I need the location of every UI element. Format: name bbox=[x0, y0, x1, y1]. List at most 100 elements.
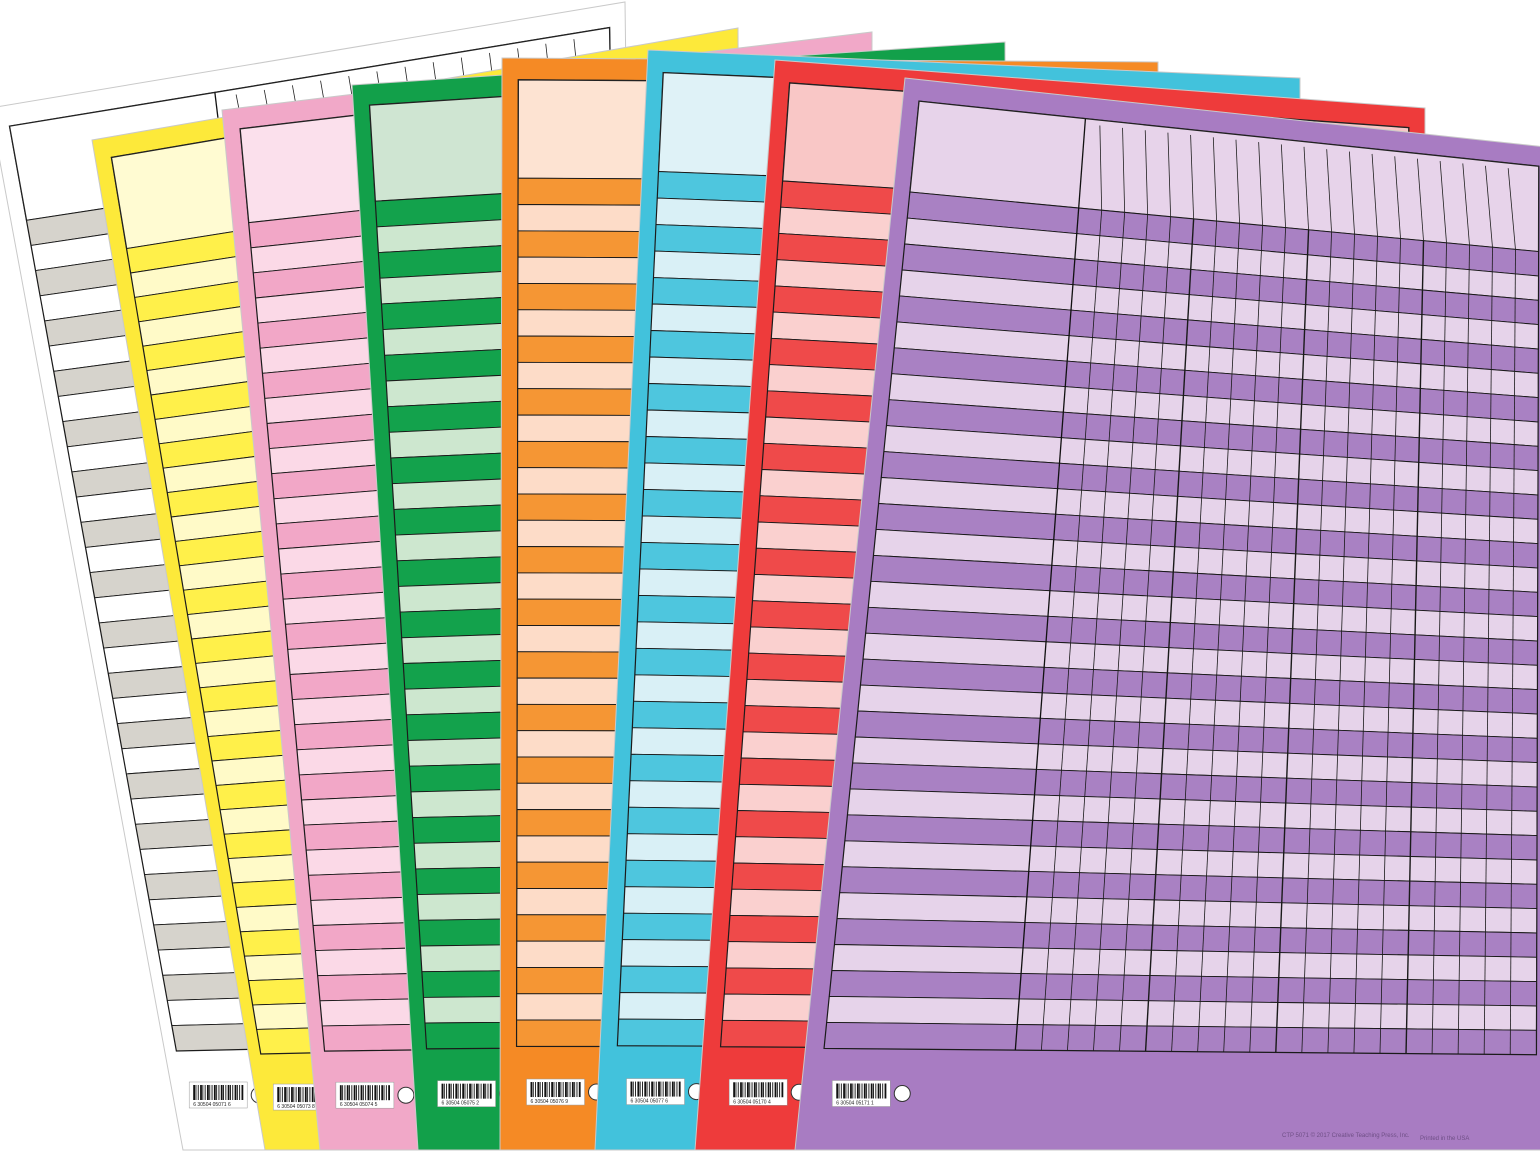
barcode-bar bbox=[875, 1083, 877, 1099]
barcode-bar bbox=[218, 1084, 220, 1100]
barcode-bar bbox=[569, 1082, 571, 1098]
barcode-bar bbox=[836, 1083, 839, 1099]
barcode-number: 6 30504 05071 6 bbox=[193, 1102, 231, 1108]
column-header-slant bbox=[1348, 151, 1355, 235]
barcode-bar bbox=[658, 1081, 660, 1097]
barcode-bar bbox=[756, 1082, 758, 1098]
column-header-slant bbox=[1462, 163, 1470, 246]
barcode-bar bbox=[482, 1083, 485, 1099]
column-line bbox=[1067, 212, 1126, 1051]
column-header-slant bbox=[1099, 125, 1103, 211]
barcode-bar bbox=[346, 1085, 349, 1101]
barcode-bar bbox=[489, 1083, 492, 1099]
column-header-slant bbox=[1485, 165, 1493, 248]
barcode-bar bbox=[854, 1083, 856, 1099]
name-column-divider bbox=[1014, 118, 1087, 1051]
barcode-bar bbox=[850, 1083, 852, 1099]
footer-copyright: CTP 5071 © 2017 Creative Teaching Press,… bbox=[1282, 1133, 1410, 1139]
barcode-bar bbox=[665, 1081, 667, 1097]
column-line bbox=[1171, 221, 1218, 1052]
column-line bbox=[1379, 238, 1401, 1054]
barcode-number: 6 30504 05077 6 bbox=[631, 1099, 669, 1105]
barcode-bar bbox=[383, 1085, 385, 1101]
barcode-bar bbox=[487, 1083, 489, 1099]
barcode-bar bbox=[863, 1083, 866, 1099]
barcode-bar bbox=[225, 1084, 227, 1100]
barcode-bar bbox=[574, 1082, 576, 1098]
barcode-bar bbox=[455, 1083, 458, 1099]
barcode-bar bbox=[304, 1087, 307, 1103]
barcode-bar bbox=[339, 1085, 342, 1101]
barcode-bar bbox=[852, 1083, 854, 1099]
barcode-bar bbox=[209, 1084, 211, 1100]
column-header-slant bbox=[1326, 149, 1332, 233]
barcode-bar bbox=[277, 1087, 280, 1103]
barcode-bar bbox=[311, 1087, 314, 1103]
barcode-bar bbox=[769, 1082, 771, 1098]
barcode-bar bbox=[239, 1084, 241, 1100]
barcode-bar bbox=[213, 1084, 216, 1100]
barcode-bar bbox=[651, 1081, 654, 1097]
barcode-bar bbox=[284, 1087, 286, 1103]
barcode-bar bbox=[562, 1082, 564, 1098]
column-header-slant bbox=[1167, 132, 1172, 217]
barcode-bar bbox=[229, 1084, 231, 1100]
barcode-bar bbox=[873, 1083, 874, 1099]
purple-chart: 6 30504 05171 1 bbox=[794, 77, 1540, 1151]
barcode-bar bbox=[544, 1082, 547, 1098]
barcode-bar bbox=[560, 1082, 562, 1098]
barcode-bar bbox=[542, 1082, 543, 1098]
barcode-bar bbox=[302, 1087, 304, 1103]
barcode-bar bbox=[358, 1085, 360, 1101]
barcode-bar bbox=[223, 1084, 224, 1100]
barcode-bar bbox=[369, 1085, 371, 1101]
barcode-bar bbox=[746, 1082, 749, 1098]
column-line bbox=[1119, 216, 1172, 1051]
barcode-bar bbox=[473, 1083, 475, 1099]
column-header-slant bbox=[1303, 146, 1309, 230]
column-header-slant bbox=[1439, 161, 1447, 243]
barcode-bar bbox=[749, 1082, 751, 1098]
barcode-bar bbox=[639, 1081, 641, 1097]
barcode-bar bbox=[635, 1081, 637, 1097]
barcode-bar bbox=[653, 1081, 655, 1097]
barcode-bar bbox=[202, 1084, 204, 1100]
column-line bbox=[1249, 227, 1286, 1053]
barcode-bar bbox=[309, 1087, 311, 1103]
column-header-slant bbox=[1417, 158, 1424, 241]
barcode-bar bbox=[644, 1081, 647, 1097]
column-line bbox=[1197, 223, 1241, 1052]
barcode-bar bbox=[767, 1082, 770, 1098]
barcode-bar bbox=[200, 1084, 202, 1100]
barcode-bar bbox=[288, 1087, 290, 1103]
barcode-bar bbox=[281, 1087, 283, 1103]
barcode-bar bbox=[355, 1085, 357, 1101]
barcode-bar bbox=[450, 1083, 452, 1099]
footer-printed: Printed in the USA bbox=[1420, 1136, 1470, 1142]
barcode-bar bbox=[733, 1082, 735, 1098]
barcode-bar bbox=[737, 1082, 739, 1098]
barcode-bar bbox=[856, 1083, 859, 1099]
barcode-bar bbox=[578, 1082, 581, 1098]
barcode-bar bbox=[879, 1083, 881, 1099]
barcode-bar bbox=[197, 1084, 199, 1100]
barcode-bar bbox=[232, 1084, 234, 1100]
barcode-bar bbox=[381, 1085, 384, 1101]
barcode-bar bbox=[553, 1082, 555, 1098]
barcode-bar bbox=[367, 1085, 370, 1101]
barcode-bar bbox=[660, 1081, 662, 1097]
barcode-bar bbox=[378, 1085, 380, 1101]
barcode-bar bbox=[774, 1082, 777, 1098]
barcode-bar bbox=[655, 1081, 657, 1097]
barcode-number: 6 30504 05074 5 bbox=[340, 1102, 378, 1108]
barcode-bar bbox=[349, 1085, 350, 1101]
barcode-bar bbox=[446, 1083, 448, 1099]
barcode-bar bbox=[551, 1082, 554, 1098]
barcode-bar bbox=[295, 1087, 297, 1103]
barcode-bar bbox=[674, 1081, 676, 1097]
barcode-bar bbox=[646, 1081, 648, 1097]
barcode-bar bbox=[464, 1083, 466, 1099]
barcode-bar bbox=[667, 1081, 669, 1097]
barcode-bar bbox=[360, 1085, 363, 1101]
barcode-bar bbox=[779, 1082, 781, 1098]
